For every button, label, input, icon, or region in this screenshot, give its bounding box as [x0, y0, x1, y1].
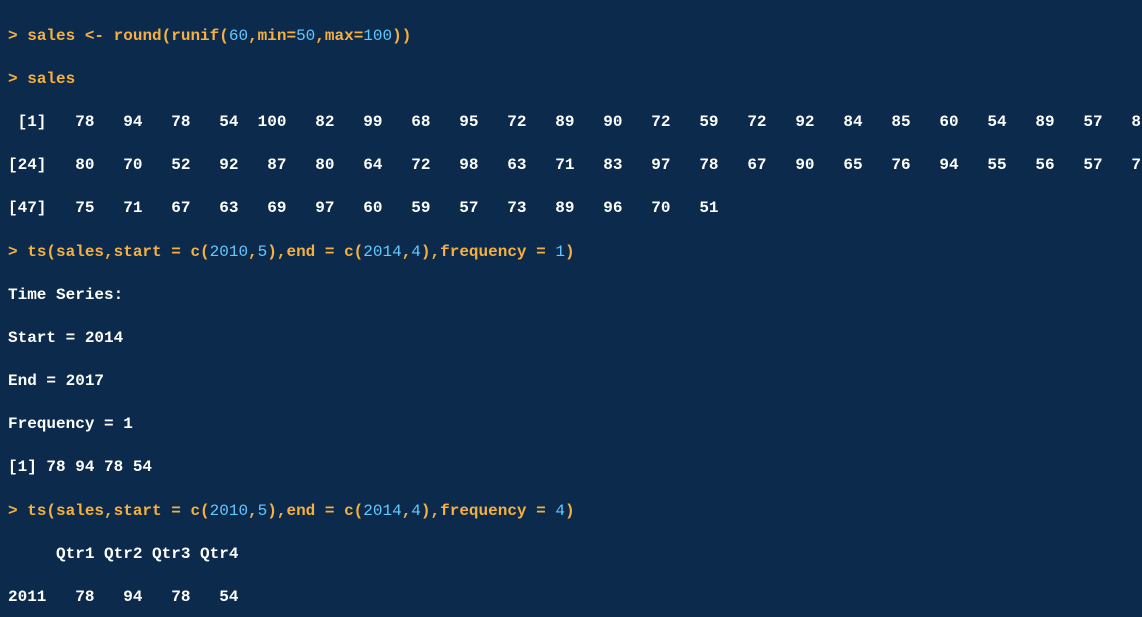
cmd-text: ,: [402, 502, 412, 520]
output-line: Frequency = 1: [8, 414, 1134, 436]
output-line: [1] 78 94 78 54: [8, 457, 1134, 479]
num-literal: 5: [258, 502, 268, 520]
r-console[interactable]: > sales <- round(runif(60,min=50,max=100…: [0, 0, 1142, 617]
prompt: >: [8, 70, 18, 88]
assign-op: <-: [85, 27, 104, 45]
input-line-3: > ts(sales,start = c(2010,5),end = c(201…: [8, 242, 1134, 264]
output-line: Start = 2014: [8, 328, 1134, 350]
cmd-text: ): [565, 502, 575, 520]
cmd-text: ): [565, 243, 575, 261]
num-literal: 1: [555, 243, 565, 261]
output-line: Time Series:: [8, 285, 1134, 307]
num-literal: 2010: [210, 502, 248, 520]
cmd-text: sales: [18, 27, 85, 45]
cmd-text: ),frequency =: [421, 502, 555, 520]
num-literal: 4: [411, 243, 421, 261]
cmd-text: )): [392, 27, 411, 45]
vector-index: [47]: [8, 199, 46, 217]
ts-quarter-row: 2011 78 94 78 54: [8, 587, 1134, 609]
num-literal: 5: [258, 243, 268, 261]
ts-quarter-header: Qtr1 Qtr2 Qtr3 Qtr4: [8, 544, 1134, 566]
vector-values: 80 70 52 92 87 80 64 72 98 63 71 83 97 7…: [46, 156, 1142, 174]
num-literal: 2014: [363, 243, 401, 261]
output-line: [24] 80 70 52 92 87 80 64 72 98 63 71 83…: [8, 155, 1134, 177]
output-line: End = 2017: [8, 371, 1134, 393]
num-literal: 2014: [363, 502, 401, 520]
cmd-text: ts(sales,start = c(: [18, 243, 210, 261]
cmd-text: ,: [248, 502, 258, 520]
output-line: [47] 75 71 67 63 69 97 60 59 57 73 89 96…: [8, 198, 1134, 220]
input-line-2: > sales: [8, 69, 1134, 91]
num-literal: 60: [229, 27, 248, 45]
cmd-text: ),frequency =: [421, 243, 555, 261]
prompt: >: [8, 243, 18, 261]
input-line-1: > sales <- round(runif(60,min=50,max=100…: [8, 26, 1134, 48]
vector-index: [1]: [8, 113, 46, 131]
cmd-text: sales: [18, 70, 76, 88]
cmd-text: ,: [402, 243, 412, 261]
cmd-text: ),end = c(: [267, 502, 363, 520]
input-line-4: > ts(sales,start = c(2010,5),end = c(201…: [8, 501, 1134, 523]
cmd-text: ),end = c(: [267, 243, 363, 261]
cmd-text: ,max=: [315, 27, 363, 45]
cmd-text: ts(sales,start = c(: [18, 502, 210, 520]
vector-values: 78 94 78 54 100 82 99 68 95 72 89 90 72 …: [46, 113, 1142, 131]
cmd-text: ,min=: [248, 27, 296, 45]
vector-values: 75 71 67 63 69 97 60 59 57 73 89 96 70 5…: [46, 199, 718, 217]
prompt: >: [8, 27, 18, 45]
num-literal: 50: [296, 27, 315, 45]
prompt: >: [8, 502, 18, 520]
num-literal: 4: [411, 502, 421, 520]
vector-index: [24]: [8, 156, 46, 174]
num-literal: 100: [363, 27, 392, 45]
cmd-text: round(runif(: [104, 27, 229, 45]
output-line: [1] 78 94 78 54 100 82 99 68 95 72 89 90…: [8, 112, 1134, 134]
num-literal: 4: [555, 502, 565, 520]
cmd-text: ,: [248, 243, 258, 261]
num-literal: 2010: [210, 243, 248, 261]
